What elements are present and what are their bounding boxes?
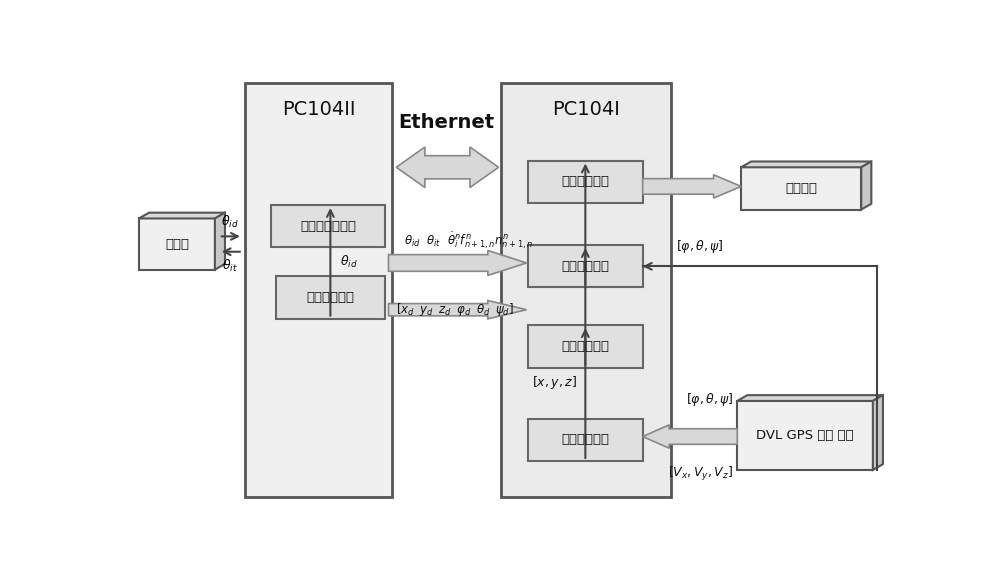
- Text: DVL GPS 罗经 陀螺: DVL GPS 罗经 陀螺: [756, 429, 854, 442]
- Text: PC104I: PC104I: [552, 100, 620, 119]
- Text: $[\varphi,\theta,\psi]$: $[\varphi,\theta,\psi]$: [686, 391, 733, 407]
- Bar: [741, 167, 861, 210]
- Text: Ethernet: Ethernet: [399, 113, 495, 132]
- Text: $\theta_{id}$: $\theta_{id}$: [221, 214, 239, 229]
- Text: 位姿采集模块: 位姿采集模块: [561, 434, 609, 446]
- Polygon shape: [737, 395, 883, 401]
- Text: $[\varphi,\theta,\psi]$: $[\varphi,\theta,\psi]$: [676, 238, 724, 255]
- Polygon shape: [643, 425, 737, 448]
- Polygon shape: [215, 213, 225, 269]
- Text: $[V_x,V_y,V_z]$: $[V_x,V_y,V_z]$: [668, 465, 733, 483]
- Bar: [271, 205, 385, 247]
- Polygon shape: [643, 175, 741, 198]
- Bar: [528, 325, 643, 368]
- Text: 推力分配模块: 推力分配模块: [561, 175, 609, 188]
- Text: $\theta_{id}$  $\theta_{it}$  $\dot{\theta}^n_i f^n_{n+1,n} n^n_{n+1,n}$: $\theta_{id}$ $\theta_{it}$ $\dot{\theta…: [404, 231, 533, 252]
- Text: 推进设备: 推进设备: [785, 182, 817, 195]
- Text: 轨迹规划模块: 轨迹规划模块: [306, 291, 354, 304]
- Polygon shape: [388, 301, 526, 319]
- Polygon shape: [396, 147, 499, 187]
- Text: 航位推算模块: 航位推算模块: [561, 340, 609, 353]
- Bar: [528, 245, 643, 287]
- Text: PC104II: PC104II: [282, 100, 356, 119]
- Polygon shape: [873, 395, 883, 470]
- Text: 运动控制模块: 运动控制模块: [561, 260, 609, 273]
- Bar: [501, 83, 671, 497]
- Polygon shape: [861, 161, 871, 210]
- Bar: [528, 418, 643, 461]
- Text: $\theta_{id}$: $\theta_{id}$: [340, 254, 357, 270]
- Text: $\theta_{it}$: $\theta_{it}$: [222, 258, 238, 275]
- Polygon shape: [741, 161, 871, 167]
- Text: 机械手: 机械手: [165, 238, 189, 250]
- Bar: [737, 401, 873, 470]
- Bar: [276, 276, 385, 318]
- Bar: [139, 218, 215, 269]
- Text: 机械手驱动模块: 机械手驱动模块: [300, 220, 356, 233]
- Text: $[x_d \;\; y_d \;\; z_d \;\; \varphi_d \;\; \theta_d \;\; \psi_d]$: $[x_d \;\; y_d \;\; z_d \;\; \varphi_d \…: [396, 301, 514, 318]
- Bar: [245, 83, 392, 497]
- Polygon shape: [388, 250, 526, 276]
- Text: $[x,y,z]$: $[x,y,z]$: [532, 374, 577, 391]
- Bar: [528, 161, 643, 203]
- Polygon shape: [139, 213, 225, 218]
